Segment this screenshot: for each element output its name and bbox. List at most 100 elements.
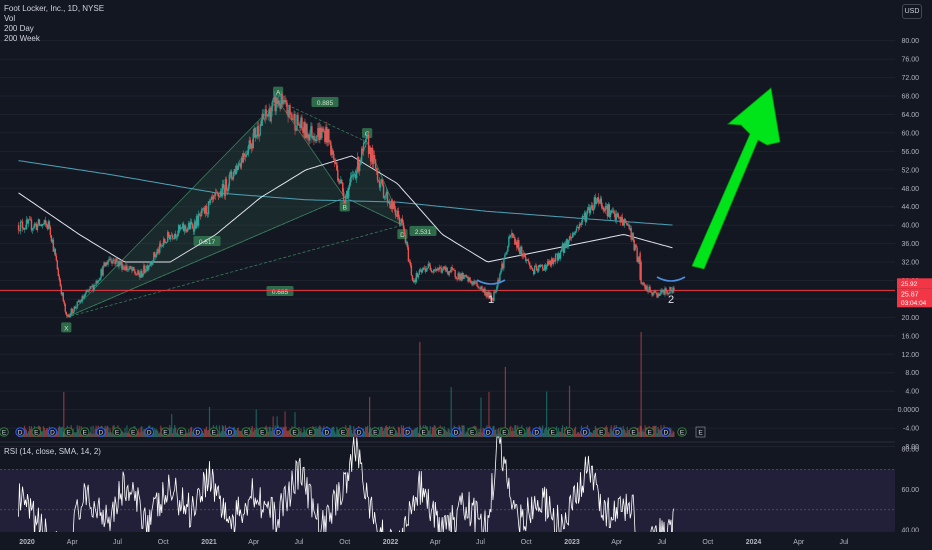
rsi-legend[interactable]: RSI (14, close, SMA, 14, 2)	[4, 447, 101, 456]
candle-body	[98, 279, 100, 282]
earnings-marker[interactable]: E	[257, 427, 268, 437]
dividend-marker[interactable]: D	[531, 427, 542, 437]
dividend-marker[interactable]: D	[354, 427, 364, 437]
symbol-title[interactable]: Foot Locker, Inc., 1D, NYSE	[4, 4, 105, 13]
candle-body	[35, 223, 38, 230]
earnings-marker[interactable]: E	[564, 427, 574, 437]
earnings-marker[interactable]: E	[644, 427, 655, 437]
legend-ma200[interactable]: 200 Day	[4, 24, 34, 33]
earnings-marker[interactable]: E	[515, 427, 526, 437]
earnings-marker[interactable]: E	[79, 427, 90, 437]
candle-body	[21, 221, 24, 229]
candle-body	[440, 267, 442, 273]
volume-bar	[299, 431, 301, 437]
earnings-marker[interactable]: E	[418, 427, 429, 437]
earnings-marker[interactable]: E	[241, 427, 251, 437]
earnings-marker[interactable]: E	[370, 427, 381, 437]
dividend-marker[interactable]: D	[192, 427, 203, 437]
earnings-marker[interactable]: E	[289, 427, 300, 437]
volume-bar	[218, 425, 221, 437]
earnings-marker[interactable]: E	[499, 427, 510, 437]
earnings-marker[interactable]: E	[677, 427, 687, 437]
earnings-marker[interactable]: E	[176, 427, 187, 437]
earnings-marker[interactable]: E	[435, 427, 445, 437]
candle-body	[523, 252, 525, 257]
marker-ring	[661, 427, 671, 437]
candle-body	[275, 97, 277, 112]
marker-ring	[644, 427, 655, 437]
volume-bar	[56, 431, 58, 437]
marker-letter: E	[599, 430, 604, 437]
earnings-marker[interactable]: E	[628, 427, 639, 437]
harmonic-pattern-drawing[interactable]: X A B C D 0.617 0.885 0.685 2.531	[61, 86, 437, 333]
candle-body	[415, 273, 418, 283]
legend-ma200w[interactable]: 200 Week	[4, 34, 40, 43]
dividend-marker[interactable]: D	[15, 427, 25, 437]
earnings-marker[interactable]: E	[305, 427, 316, 437]
marker-letter: E	[83, 430, 88, 437]
candle-body	[321, 128, 323, 139]
currency-button[interactable]: USD	[902, 4, 922, 19]
candle-body	[176, 233, 179, 237]
dividend-marker[interactable]: D	[47, 427, 58, 437]
candle-body	[89, 286, 91, 289]
dividend-marker[interactable]: D	[661, 427, 671, 437]
volume-bar	[610, 425, 612, 437]
dividend-marker[interactable]: D	[483, 427, 494, 437]
dividend-marker[interactable]: D	[225, 427, 235, 437]
volume-bar	[573, 428, 576, 437]
earnings-marker[interactable]: E	[467, 427, 477, 437]
candle-body	[521, 246, 523, 255]
candle-body	[209, 199, 212, 203]
marker-letter: D	[276, 430, 281, 437]
earnings-marker[interactable]: E	[31, 427, 42, 437]
candle-body	[290, 113, 292, 115]
candle-body	[517, 240, 519, 248]
dividend-marker[interactable]: D	[580, 427, 590, 437]
earnings-marker[interactable]: E	[160, 427, 171, 437]
candle-body	[106, 262, 108, 265]
earnings-marker[interactable]: E	[63, 427, 74, 437]
last-price-tag-bg	[897, 288, 932, 308]
price-axis[interactable]: 80.00 76.00 72.00 68.00 64.00 60.00 56.00 52.00…	[895, 0, 932, 550]
volume-bar	[659, 430, 661, 437]
volume-bar	[498, 427, 500, 437]
dividend-marker[interactable]: D	[322, 427, 332, 437]
earnings-marker[interactable]: E	[548, 427, 558, 437]
volume-bar	[206, 430, 209, 437]
bullish-arrow-drawing[interactable]	[691, 87, 781, 270]
candle-body	[264, 109, 266, 119]
dividend-marker[interactable]: D	[144, 427, 155, 437]
upcoming-earnings-marker[interactable]: E	[695, 426, 706, 438]
candle-body	[289, 105, 291, 114]
earnings-marker[interactable]: E	[338, 427, 348, 437]
candle-body	[494, 291, 496, 293]
dividend-marker[interactable]: D	[96, 427, 106, 437]
earnings-marker[interactable]: E	[128, 427, 138, 437]
earnings-marker[interactable]: E	[386, 427, 397, 437]
dividend-marker[interactable]: D	[402, 427, 413, 437]
earnings-marker[interactable]: E	[112, 427, 122, 437]
earnings-marker[interactable]: E	[0, 427, 9, 437]
earnings-marker[interactable]: E	[596, 427, 607, 437]
dividend-marker[interactable]: D	[612, 427, 623, 437]
dividend-marker[interactable]: D	[451, 427, 461, 437]
legend-vol[interactable]: Vol	[4, 14, 16, 23]
marker-letter: D	[18, 430, 23, 437]
candle-body	[23, 228, 26, 230]
candle-body	[537, 265, 540, 272]
candle-body	[137, 270, 139, 275]
candle-body	[353, 174, 355, 176]
time-axis[interactable]: 2020 Apr Jul Oct 2021 Apr Jul Oct 2022 Apr Jul Oct 2…	[0, 532, 932, 550]
candle-body	[531, 267, 533, 269]
candle-body	[152, 261, 154, 265]
dividend-marker[interactable]: D	[273, 427, 284, 437]
candle-body	[545, 265, 548, 270]
marker-letter: E	[260, 430, 265, 437]
candle-body	[17, 225, 20, 231]
volume-bar	[317, 428, 319, 437]
marker-letter: D	[583, 430, 588, 437]
earnings-marker[interactable]: E	[209, 427, 219, 437]
